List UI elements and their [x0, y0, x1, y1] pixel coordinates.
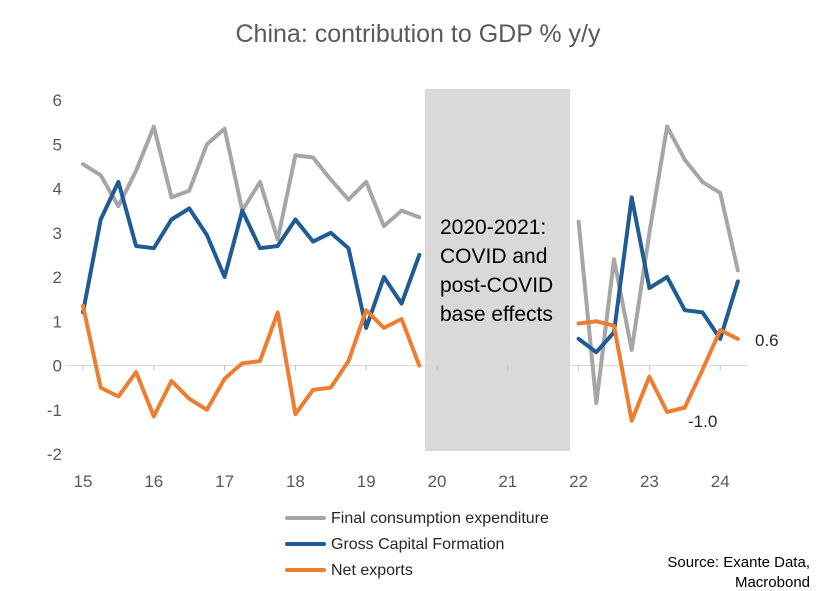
x-tick-label: 18 — [286, 472, 305, 491]
end-label-net-exports: 0.6 — [755, 331, 779, 350]
legend-label: Final consumption expenditure — [331, 510, 549, 527]
x-tick-label: 16 — [144, 472, 163, 491]
shade-label-line: 2020-2021: — [440, 216, 546, 239]
series-line-2 — [81, 303, 422, 419]
source-line: Macrobond — [735, 574, 810, 591]
covid-shade-rect — [424, 89, 571, 451]
source-note: Source: Exante Data, Macrobond — [667, 554, 810, 591]
y-tick-label: -1 — [47, 401, 62, 420]
x-tick-label: 17 — [215, 472, 234, 491]
shade-label-line: COVID and — [440, 245, 547, 268]
series-line-2 — [576, 319, 740, 423]
x-tick-label: 24 — [711, 472, 730, 491]
legend: Final consumption expenditure Gross Capit… — [285, 510, 549, 579]
end-label-min: -1.0 — [688, 412, 717, 431]
y-tick-label: 2 — [53, 268, 62, 287]
y-tick-label: 0 — [53, 357, 62, 376]
legend-label: Net exports — [331, 562, 413, 579]
x-tick-label: 23 — [640, 472, 659, 491]
x-tick-label: 19 — [357, 472, 376, 491]
x-tick-label: 20 — [428, 472, 447, 491]
y-tick-label: -2 — [47, 445, 62, 464]
y-tick-label: 4 — [53, 180, 62, 199]
series-line-1 — [81, 179, 422, 330]
legend-label: Gross Capital Formation — [331, 536, 504, 553]
y-tick-label: 1 — [53, 312, 62, 331]
shade-label-line: post-COVID — [440, 274, 553, 297]
shade-label-line: base effects — [440, 303, 553, 326]
chart-title: China: contribution to GDP % y/y — [236, 20, 601, 48]
x-tick-label: 22 — [569, 472, 588, 491]
source-line: Source: Exante Data, — [667, 554, 810, 571]
series — [81, 124, 740, 423]
y-tick-label: 5 — [53, 135, 62, 154]
shaded-region: 2020-2021: COVID and post-COVID base effect… — [424, 89, 571, 451]
y-tick-label: 3 — [53, 224, 62, 243]
series-line-1 — [576, 195, 740, 355]
labels: 0.6 -1.0 — [688, 331, 779, 431]
x-tick-label: 15 — [74, 472, 93, 491]
x-tick-label: 21 — [498, 472, 517, 491]
series-line-0 — [81, 124, 422, 242]
y-tick-label: 6 — [53, 91, 62, 110]
series-line-0 — [576, 124, 740, 406]
